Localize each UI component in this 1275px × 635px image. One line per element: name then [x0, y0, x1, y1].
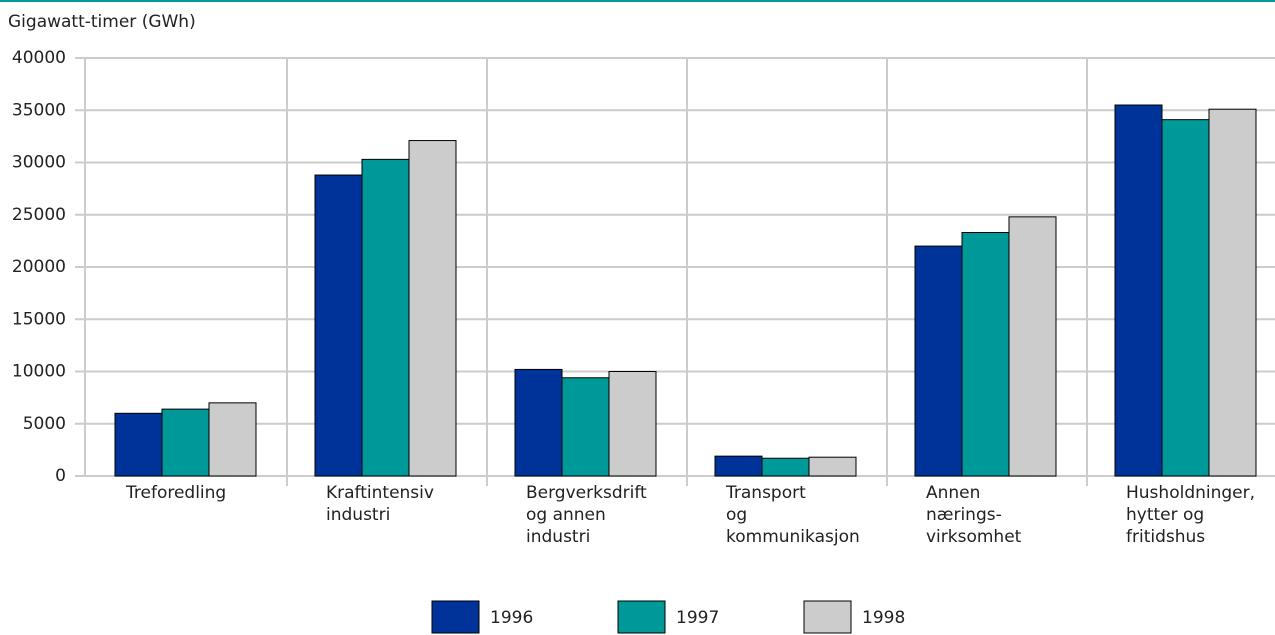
bar: [608, 371, 657, 477]
legend-label: 1997: [676, 608, 719, 628]
x-tick-label: Husholdninger, hytter og fritidshus: [1126, 483, 1256, 547]
bar: [914, 245, 963, 477]
y-tick-label: 20000: [12, 257, 66, 277]
y-tick-label: 40000: [12, 48, 66, 68]
y-tick-label: 10000: [12, 362, 66, 382]
bar: [208, 402, 257, 477]
y-axis-label: Gigawatt-timer (GWh): [8, 12, 196, 32]
bar: [514, 368, 563, 477]
legend-swatch: [617, 600, 666, 634]
y-tick-label: 35000: [12, 100, 66, 120]
bar: [161, 408, 210, 477]
legend-label: 1996: [490, 608, 533, 628]
x-tick-label: Transport og kommunikasjon: [726, 483, 860, 547]
legend-label: 1998: [862, 608, 905, 628]
bar: [1114, 104, 1163, 477]
bar: [1008, 216, 1057, 477]
bar: [961, 232, 1010, 477]
y-tick-label: 5000: [23, 414, 66, 434]
bar: [1208, 108, 1257, 477]
bar: [761, 457, 810, 477]
bar: [114, 412, 163, 477]
x-tick-label: Treforedling: [126, 483, 227, 503]
bar: [714, 455, 763, 477]
y-tick-label: 25000: [12, 205, 66, 225]
bar: [408, 140, 457, 477]
bar: [361, 158, 410, 477]
x-tick-label: Kraftintensiv industri: [326, 483, 434, 525]
x-tick-label: Bergverksdrift og annen industri: [526, 483, 647, 547]
bar: [808, 456, 857, 477]
bar: [314, 174, 363, 477]
legend-swatch: [431, 600, 480, 634]
y-tick-label: 30000: [12, 153, 66, 173]
x-tick-label: Annen nærings- virksomhet: [926, 483, 1022, 547]
bar: [1161, 119, 1210, 477]
y-tick-label: 0: [55, 466, 66, 486]
legend-swatch: [803, 600, 852, 634]
top-rule: [0, 0, 1275, 2]
y-tick-label: 15000: [12, 309, 66, 329]
bar: [561, 377, 610, 477]
